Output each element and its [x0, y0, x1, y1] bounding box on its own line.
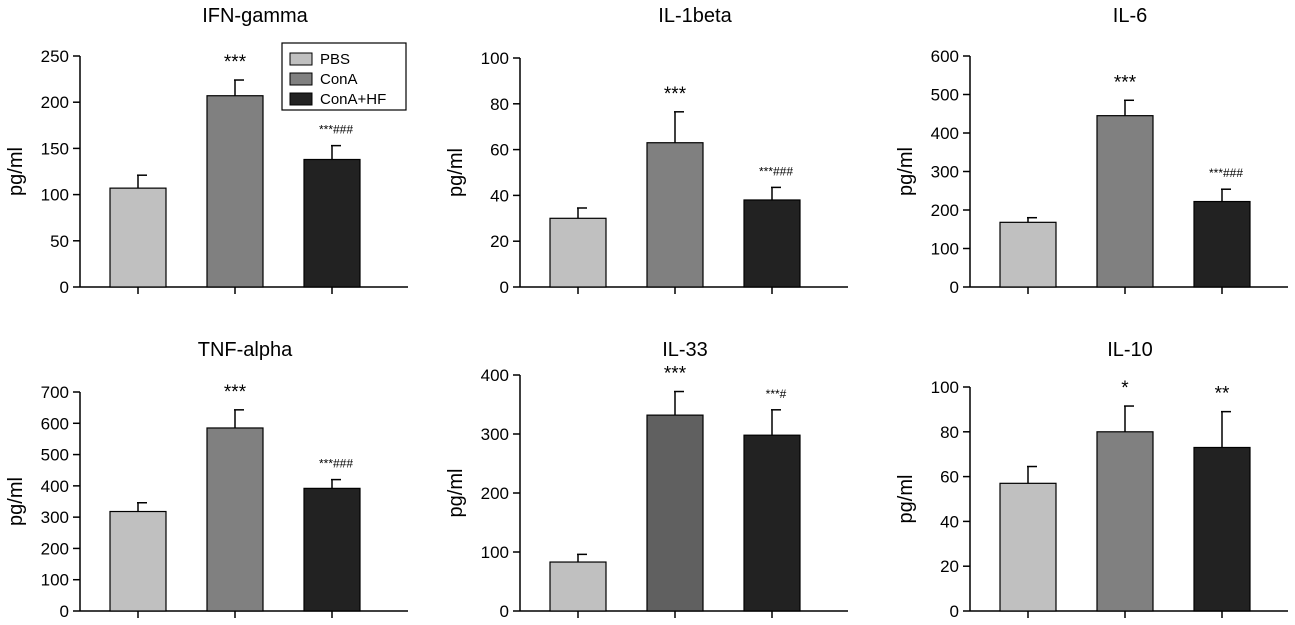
significance-label: *** — [664, 364, 687, 385]
chart-panel: IL-1beta pg/ml 0 20 40 60 80 100 *** ***### — [445, 5, 848, 297]
significance-label: *** — [664, 84, 687, 105]
y-tick-label: 700 — [41, 383, 69, 402]
bar — [109, 187, 167, 288]
chart-title: IL-6 — [1113, 5, 1147, 27]
y-tick-label: 100 — [931, 240, 959, 259]
significance-label: ***### — [319, 123, 353, 137]
y-tick-label: 40 — [940, 512, 959, 531]
y-tick-label: 400 — [41, 477, 69, 496]
significance-label: *** — [1114, 72, 1137, 93]
y-tick-label: 200 — [931, 201, 959, 220]
significance-label: * — [1121, 378, 1129, 399]
legend-swatch — [289, 52, 313, 66]
legend-label: ConA — [320, 71, 358, 88]
chart-panel: IL-6 pg/ml 0 100 200 300 400 500 600 *** ***### — [895, 5, 1288, 297]
significance-label: *** — [224, 382, 247, 403]
y-tick-label: 100 — [481, 543, 509, 562]
y-tick-label: 500 — [931, 86, 959, 105]
bar — [549, 217, 607, 288]
bar — [999, 221, 1057, 288]
significance-label: ***# — [766, 387, 787, 401]
y-tick-label: 600 — [41, 414, 69, 433]
y-axis-label: pg/ml — [445, 148, 467, 197]
y-tick-label: 60 — [940, 468, 959, 487]
legend-label: ConA+HF — [320, 91, 386, 108]
y-tick-label: 0 — [500, 278, 509, 297]
bar — [743, 434, 801, 612]
legend-swatch — [289, 72, 313, 86]
y-tick-label: 0 — [950, 278, 959, 297]
chart-title: IFN-gamma — [202, 5, 308, 27]
bar — [646, 142, 704, 288]
y-tick-label: 100 — [41, 571, 69, 590]
y-axis-label: pg/ml — [5, 147, 27, 196]
bar — [743, 199, 801, 288]
bar — [206, 95, 264, 288]
y-tick-label: 0 — [950, 602, 959, 621]
y-axis-label: pg/ml — [895, 147, 917, 196]
bar — [303, 487, 361, 612]
y-axis-label: pg/ml — [445, 469, 467, 518]
chart-title: TNF-alpha — [198, 339, 293, 361]
chart-title: IL-33 — [662, 339, 708, 361]
y-tick-label: 600 — [931, 47, 959, 66]
legend-swatch — [289, 92, 313, 106]
y-tick-label: 80 — [940, 423, 959, 442]
y-tick-label: 400 — [481, 366, 509, 385]
bar — [303, 158, 361, 288]
y-tick-label: 200 — [41, 93, 69, 112]
y-tick-label: 300 — [931, 163, 959, 182]
y-axis-label: pg/ml — [895, 475, 917, 524]
bar — [1096, 431, 1154, 612]
bar — [1193, 446, 1251, 612]
y-tick-label: 300 — [481, 425, 509, 444]
significance-label: *** — [224, 52, 247, 73]
significance-label: ** — [1215, 384, 1230, 405]
y-tick-label: 80 — [490, 95, 509, 114]
chart-panel: IFN-gamma pg/ml 0 50 100 150 200 250 *** ***### PB… — [5, 5, 408, 297]
bar — [999, 482, 1057, 612]
y-axis-label: pg/ml — [5, 477, 27, 526]
bar — [1193, 200, 1251, 288]
bar — [1096, 115, 1154, 288]
significance-label: ***### — [319, 457, 353, 471]
y-tick-label: 100 — [41, 186, 69, 205]
y-tick-label: 100 — [931, 378, 959, 397]
chart-panel: TNF-alpha pg/ml 0 100 200 300 400 500 600 700 *** *… — [5, 339, 408, 621]
y-tick-label: 500 — [41, 446, 69, 465]
legend-label: PBS — [320, 51, 350, 68]
y-tick-label: 0 — [500, 602, 509, 621]
y-tick-label: 200 — [481, 484, 509, 503]
y-tick-label: 20 — [490, 232, 509, 251]
chart-title: IL-1beta — [658, 5, 732, 27]
y-tick-label: 50 — [50, 232, 69, 251]
y-tick-label: 200 — [41, 539, 69, 558]
significance-label: ***### — [759, 164, 793, 178]
y-tick-label: 400 — [931, 124, 959, 143]
bar — [549, 561, 607, 612]
bar — [109, 510, 167, 612]
y-tick-label: 250 — [41, 47, 69, 66]
chart-title: IL-10 — [1107, 339, 1153, 361]
bar — [646, 414, 704, 612]
y-tick-label: 300 — [41, 508, 69, 527]
chart-panel: IL-33 pg/ml 0 100 200 300 400 *** ***# — [445, 339, 848, 621]
bar — [206, 427, 264, 612]
y-tick-label: 20 — [940, 557, 959, 576]
y-tick-label: 60 — [490, 141, 509, 160]
significance-label: ***### — [1209, 166, 1243, 180]
y-tick-label: 150 — [41, 139, 69, 158]
y-tick-label: 0 — [60, 278, 69, 297]
y-tick-label: 0 — [60, 602, 69, 621]
legend: PBS ConA ConA+HF — [281, 42, 407, 111]
y-tick-label: 40 — [490, 186, 509, 205]
y-tick-label: 100 — [481, 49, 509, 68]
